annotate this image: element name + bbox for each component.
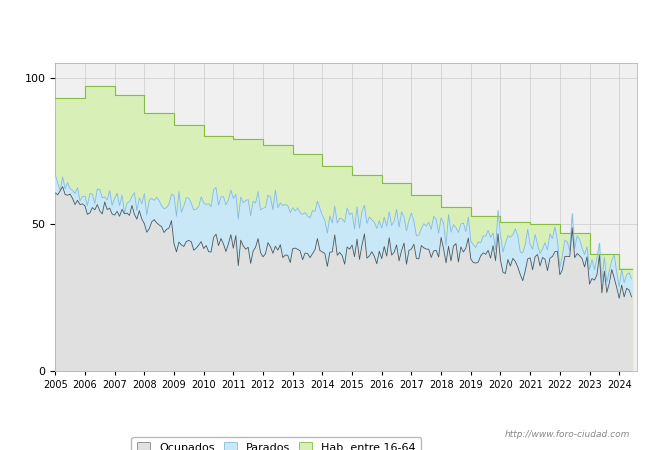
Legend: Ocupados, Parados, Hab. entre 16-64: Ocupados, Parados, Hab. entre 16-64 bbox=[131, 436, 421, 450]
Text: Vega de Valdetronco - Evolucion de la poblacion en edad de Trabajar Mayo de 2024: Vega de Valdetronco - Evolucion de la po… bbox=[78, 21, 572, 33]
Text: http://www.foro-ciudad.com: http://www.foro-ciudad.com bbox=[505, 430, 630, 439]
